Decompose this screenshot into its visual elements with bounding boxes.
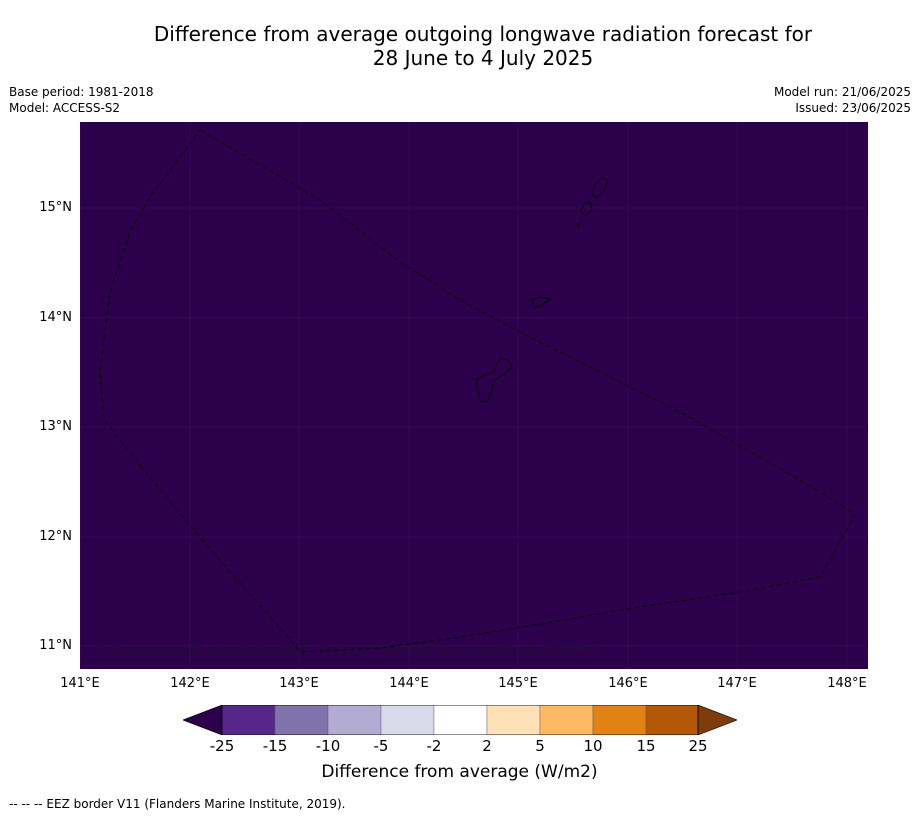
- colorbar-tick: -25: [209, 737, 235, 755]
- colorbar-low-arrow: [183, 705, 223, 735]
- island-tinian: [580, 201, 593, 217]
- lon-label: 147°E: [717, 676, 757, 691]
- colorbar-tick: -10: [315, 737, 341, 755]
- colorbar-bin: [327, 705, 382, 735]
- map-panel: © Commonwealth of Australia 2025, Bureau…: [80, 122, 868, 669]
- colorbar-bin: [592, 705, 647, 735]
- lon-label: 146°E: [608, 676, 648, 691]
- base-period-text: Base period: 1981-2018: [9, 85, 154, 99]
- lat-label: 15°N: [39, 200, 72, 215]
- graticule: [80, 122, 868, 669]
- island-guam: [475, 357, 513, 403]
- eez-footnote: -- -- -- EEZ border V11 (Flanders Marine…: [9, 797, 346, 811]
- island-rota: [531, 296, 552, 309]
- lon-label: 143°E: [279, 676, 319, 691]
- colorbar-bin: [645, 705, 699, 735]
- colorbar-tick: 10: [583, 737, 603, 755]
- colorbar: [183, 705, 737, 735]
- colorbar-high-arrow: [697, 705, 737, 735]
- colorbar-bin: [539, 705, 594, 735]
- lon-label: 145°E: [498, 676, 538, 691]
- lon-label: 142°E: [170, 676, 210, 691]
- eez-border: [99, 129, 856, 653]
- colorbar-bin: [486, 705, 541, 735]
- model-run-text: Model run: 21/06/2025: [773, 85, 911, 99]
- meta-left: Base period: 1981-2018 Model: ACCESS-S2: [9, 84, 154, 116]
- colorbar-tick: -2: [426, 737, 442, 755]
- lat-label: 14°N: [39, 310, 72, 325]
- lat-label: 12°N: [39, 529, 72, 544]
- issued-text: Issued: 23/06/2025: [795, 101, 911, 115]
- lat-label: 11°N: [39, 638, 72, 653]
- colorbar-outline: [221, 705, 699, 735]
- island-aguijan: [575, 222, 581, 228]
- colorbar-bin: [433, 705, 488, 735]
- colorbar-tick: -15: [262, 737, 288, 755]
- map-title: Difference from average outgoing longwav…: [0, 22, 919, 70]
- colorbar-label: Difference from average (W/m2): [321, 762, 598, 782]
- copyright-text: © Commonwealth of Australia 2025, Bureau…: [93, 643, 599, 657]
- colorbar-tick: 15: [636, 737, 656, 755]
- map-canvas: [80, 122, 868, 669]
- lon-label: 141°E: [60, 676, 100, 691]
- islands: [475, 177, 609, 403]
- lon-label: 148°E: [827, 676, 867, 691]
- title-line-2: 28 June to 4 July 2025: [372, 46, 594, 70]
- colorbar-bin: [221, 705, 276, 735]
- lon-label: 144°E: [389, 676, 429, 691]
- colorbar-tick: 2: [482, 737, 492, 755]
- model-text: Model: ACCESS-S2: [9, 101, 121, 115]
- title-line-1: Difference from average outgoing longwav…: [153, 22, 813, 46]
- lat-label: 13°N: [39, 419, 72, 434]
- colorbar-tick: 25: [688, 737, 708, 755]
- meta-right: Model run: 21/06/2025 Issued: 23/06/2025: [774, 84, 911, 116]
- colorbar-tick: -5: [373, 737, 389, 755]
- colorbar-bin: [274, 705, 329, 735]
- colorbar-bin: [380, 705, 435, 735]
- island-saipan: [591, 177, 609, 199]
- colorbar-tick: 5: [535, 737, 545, 755]
